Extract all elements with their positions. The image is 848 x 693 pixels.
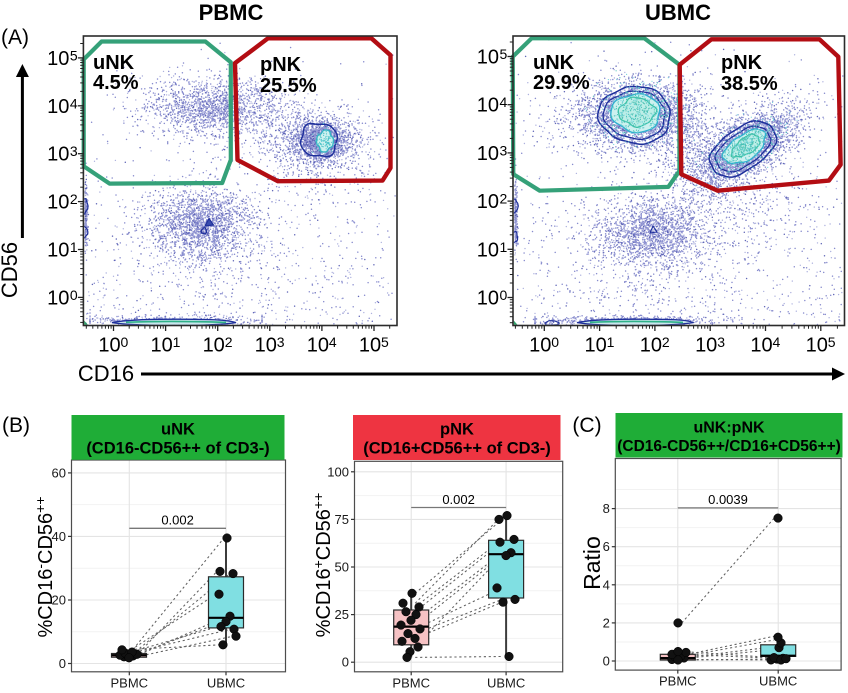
svg-text:pNK: pNK	[721, 52, 763, 74]
svg-text:0: 0	[59, 656, 66, 671]
svg-text:2: 2	[603, 615, 610, 630]
svg-text:20: 20	[52, 593, 66, 608]
svg-text:10: 10	[47, 192, 69, 214]
svg-text:10: 10	[695, 335, 717, 357]
svg-text:8: 8	[603, 501, 610, 516]
svg-text:10: 10	[47, 287, 69, 309]
svg-text:uNK: uNK	[161, 421, 195, 439]
svg-text:4: 4	[773, 334, 781, 350]
svg-text:uNK: uNK	[533, 52, 575, 74]
svg-text:PBMC: PBMC	[659, 674, 697, 689]
svg-text:10: 10	[584, 335, 606, 357]
svg-text:10: 10	[47, 240, 69, 262]
svg-text:uNK:pNK: uNK:pNK	[693, 420, 765, 437]
svg-text:(B): (B)	[2, 414, 30, 437]
svg-text:5: 5	[70, 47, 78, 63]
svg-text:Ratio: Ratio	[579, 536, 605, 590]
svg-text:4: 4	[500, 94, 508, 110]
svg-text:10: 10	[98, 335, 120, 357]
svg-text:5: 5	[500, 46, 508, 62]
svg-text:(C): (C)	[572, 414, 601, 437]
svg-text:10: 10	[150, 335, 172, 357]
svg-text:pNK: pNK	[440, 421, 474, 439]
svg-text:0: 0	[342, 655, 349, 670]
svg-text:1: 1	[607, 334, 615, 350]
svg-text:10: 10	[750, 335, 772, 357]
svg-text:10: 10	[47, 48, 69, 70]
svg-text:6: 6	[603, 539, 610, 554]
svg-text:0: 0	[603, 654, 610, 669]
svg-text:10: 10	[529, 335, 551, 357]
svg-text:PBMC: PBMC	[392, 675, 430, 690]
svg-text:4: 4	[603, 577, 610, 592]
svg-text:29.9%: 29.9%	[533, 72, 590, 94]
svg-text:UBMC: UBMC	[759, 674, 797, 689]
svg-text:1: 1	[173, 334, 181, 350]
svg-text:UBMC: UBMC	[207, 675, 245, 690]
svg-text:0.0039: 0.0039	[708, 492, 748, 507]
svg-text:(CD16-CD56++/CD16+CD56++): (CD16-CD56++/CD16+CD56++)	[617, 438, 841, 455]
svg-text:10: 10	[806, 335, 828, 357]
svg-text:60: 60	[52, 465, 66, 480]
svg-text:100: 100	[327, 464, 349, 479]
svg-text:10: 10	[359, 335, 381, 357]
svg-text:40: 40	[52, 529, 66, 544]
svg-text:0.002: 0.002	[161, 513, 194, 528]
svg-text:PBMC: PBMC	[199, 0, 264, 25]
svg-text:(CD16-CD56++ of CD3-): (CD16-CD56++ of CD3-)	[86, 440, 269, 458]
svg-text:0: 0	[551, 334, 559, 350]
svg-text:3: 3	[277, 334, 285, 350]
svg-text:5: 5	[381, 334, 389, 350]
svg-text:UBMC: UBMC	[487, 675, 525, 690]
svg-text:2: 2	[225, 334, 233, 350]
svg-text:4: 4	[70, 95, 78, 111]
svg-text:3: 3	[70, 143, 78, 159]
svg-text:25: 25	[335, 607, 349, 622]
svg-text:uNK: uNK	[93, 52, 135, 74]
svg-text:50: 50	[335, 560, 349, 575]
svg-text:10: 10	[307, 335, 329, 357]
svg-text:0: 0	[70, 287, 78, 303]
svg-text:10: 10	[477, 47, 499, 69]
svg-text:2: 2	[500, 191, 508, 207]
svg-text:0: 0	[500, 287, 508, 303]
svg-text:2: 2	[70, 191, 78, 207]
svg-text:10: 10	[477, 95, 499, 117]
svg-text:1: 1	[500, 239, 508, 255]
svg-text:4: 4	[329, 334, 337, 350]
svg-text:(CD16+CD56++ of CD3-): (CD16+CD56++ of CD3-)	[363, 440, 551, 458]
svg-text:10: 10	[477, 288, 499, 310]
svg-text:(A): (A)	[1, 26, 29, 49]
svg-text:3: 3	[500, 142, 508, 158]
svg-text:75: 75	[335, 512, 349, 527]
svg-text:38.5%: 38.5%	[721, 73, 778, 95]
svg-text:3: 3	[717, 334, 725, 350]
svg-text:1: 1	[70, 239, 78, 255]
svg-text:0.002: 0.002	[442, 492, 475, 507]
svg-text:10: 10	[255, 335, 277, 357]
svg-text:10: 10	[203, 335, 225, 357]
svg-text:10: 10	[47, 96, 69, 118]
svg-text:10: 10	[47, 144, 69, 166]
svg-text:pNK: pNK	[260, 54, 302, 76]
svg-text:10: 10	[640, 335, 662, 357]
svg-text:10: 10	[477, 239, 499, 261]
svg-text:CD16: CD16	[78, 361, 134, 386]
svg-text:10: 10	[477, 143, 499, 165]
svg-text:UBMC: UBMC	[645, 0, 711, 25]
svg-text:10: 10	[477, 191, 499, 213]
svg-text:0: 0	[121, 334, 129, 350]
svg-text:PBMC: PBMC	[111, 675, 149, 690]
svg-text:CD56: CD56	[0, 242, 22, 298]
svg-text:25.5%: 25.5%	[260, 75, 317, 97]
svg-text:2: 2	[662, 334, 670, 350]
svg-text:4.5%: 4.5%	[93, 72, 139, 94]
svg-text:5: 5	[828, 334, 836, 350]
